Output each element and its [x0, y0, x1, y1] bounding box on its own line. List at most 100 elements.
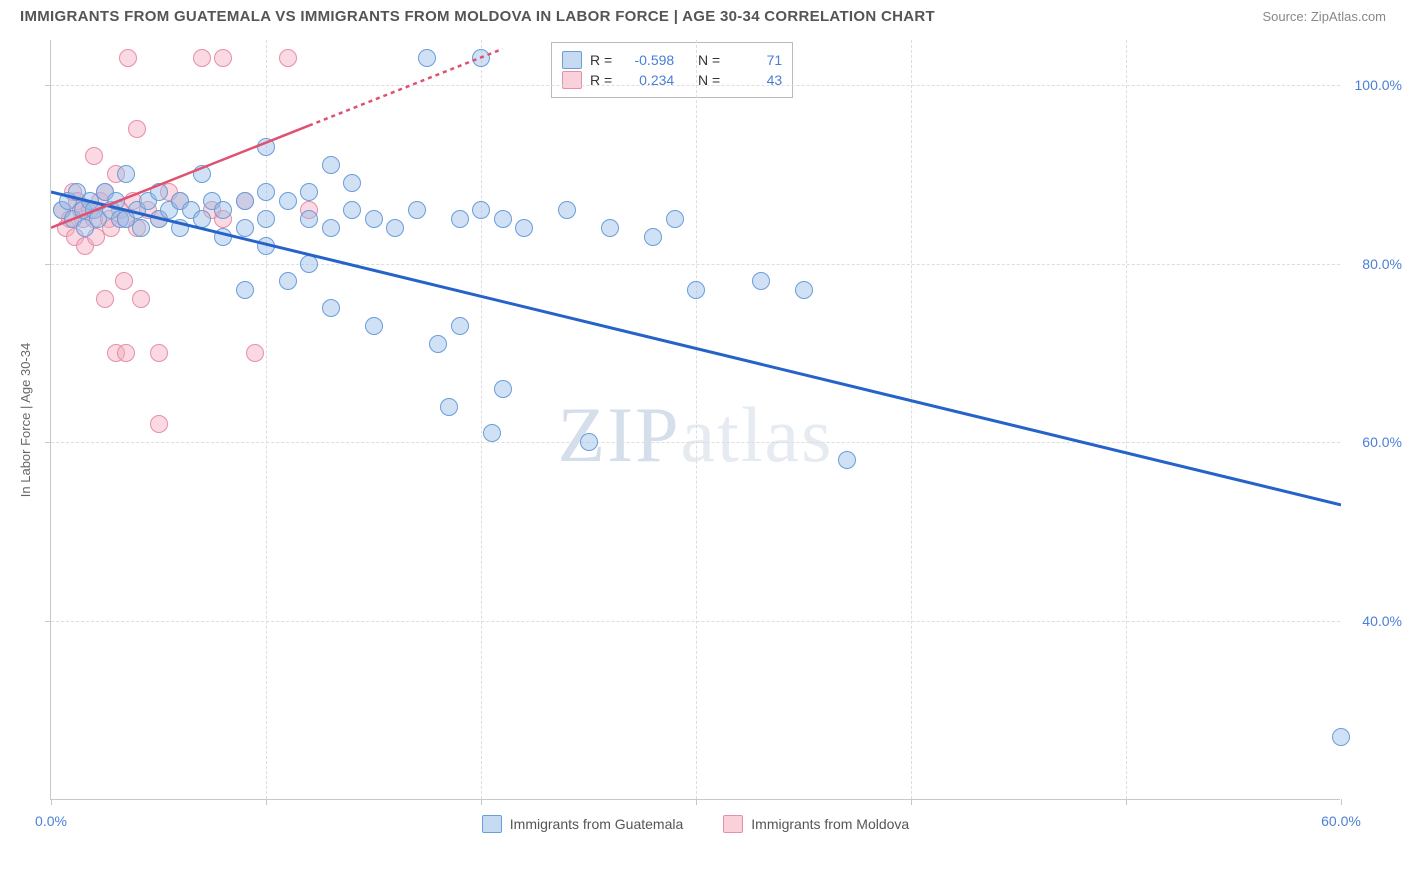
data-point: [257, 237, 275, 255]
data-point: [558, 201, 576, 219]
stat-r-label: R =: [590, 52, 612, 68]
data-point: [365, 317, 383, 335]
y-tick-label: 60.0%: [1362, 434, 1402, 450]
stats-box: R = -0.598 N = 71 R = 0.234 N = 43: [551, 42, 793, 98]
data-point: [1332, 728, 1350, 746]
data-point: [279, 272, 297, 290]
data-point: [132, 219, 150, 237]
stat-n-label: N =: [698, 52, 720, 68]
data-point: [440, 398, 458, 416]
gridline-v: [481, 40, 482, 799]
y-tick-label: 100.0%: [1355, 77, 1402, 93]
swatch-series-b: [562, 71, 582, 89]
legend-label-b: Immigrants from Moldova: [751, 816, 909, 832]
data-point: [279, 192, 297, 210]
data-point: [214, 228, 232, 246]
tick-mark: [696, 799, 697, 805]
tick-mark: [51, 799, 52, 805]
data-point: [115, 272, 133, 290]
legend-item-a: Immigrants from Guatemala: [482, 815, 684, 833]
data-point: [193, 49, 211, 67]
data-point: [257, 183, 275, 201]
stats-row-a: R = -0.598 N = 71: [562, 51, 782, 69]
tick-mark: [45, 264, 51, 265]
tick-mark: [1126, 799, 1127, 805]
data-point: [494, 380, 512, 398]
data-point: [472, 201, 490, 219]
tick-mark: [911, 799, 912, 805]
data-point: [365, 210, 383, 228]
data-point: [429, 335, 447, 353]
y-tick-label: 40.0%: [1362, 613, 1402, 629]
data-point: [171, 219, 189, 237]
data-point: [580, 433, 598, 451]
data-point: [193, 165, 211, 183]
data-point: [752, 272, 770, 290]
data-point: [107, 192, 125, 210]
data-point: [644, 228, 662, 246]
stat-r-value-a: -0.598: [624, 52, 674, 68]
data-point: [117, 165, 135, 183]
stat-n-value-a: 71: [732, 52, 782, 68]
data-point: [132, 290, 150, 308]
data-point: [214, 201, 232, 219]
data-point: [601, 219, 619, 237]
data-point: [322, 219, 340, 237]
swatch-series-b: [723, 815, 743, 833]
chart-title: IMMIGRANTS FROM GUATEMALA VS IMMIGRANTS …: [20, 8, 935, 25]
data-point: [279, 49, 297, 67]
legend-label-a: Immigrants from Guatemala: [510, 816, 684, 832]
data-point: [150, 344, 168, 362]
data-point: [483, 424, 501, 442]
data-point: [494, 210, 512, 228]
x-tick-label: 60.0%: [1321, 813, 1361, 829]
stats-row-b: R = 0.234 N = 43: [562, 71, 782, 89]
data-point: [687, 281, 705, 299]
data-point: [236, 281, 254, 299]
tick-mark: [481, 799, 482, 805]
x-tick-label: 0.0%: [35, 813, 67, 829]
data-point: [96, 290, 114, 308]
data-point: [257, 210, 275, 228]
data-point: [838, 451, 856, 469]
legend-item-b: Immigrants from Moldova: [723, 815, 909, 833]
data-point: [795, 281, 813, 299]
gridline-v: [696, 40, 697, 799]
data-point: [451, 317, 469, 335]
data-point: [300, 210, 318, 228]
data-point: [472, 49, 490, 67]
gridline-v: [911, 40, 912, 799]
data-point: [343, 201, 361, 219]
data-point: [257, 138, 275, 156]
data-point: [515, 219, 533, 237]
data-point: [150, 415, 168, 433]
tick-mark: [45, 621, 51, 622]
data-point: [322, 299, 340, 317]
y-axis-label: In Labor Force | Age 30-34: [18, 343, 33, 497]
data-point: [85, 147, 103, 165]
data-point: [418, 49, 436, 67]
data-point: [666, 210, 684, 228]
tick-mark: [45, 442, 51, 443]
scatter-plot: ZIPatlas R = -0.598 N = 71 R = 0.234 N =…: [50, 40, 1340, 800]
tick-mark: [45, 85, 51, 86]
source-label: Source: ZipAtlas.com: [1262, 9, 1386, 24]
gridline-v: [1126, 40, 1127, 799]
data-point: [193, 210, 211, 228]
data-point: [408, 201, 426, 219]
data-point: [300, 183, 318, 201]
data-point: [128, 120, 146, 138]
data-point: [117, 344, 135, 362]
tick-mark: [266, 799, 267, 805]
swatch-series-a: [562, 51, 582, 69]
data-point: [451, 210, 469, 228]
data-point: [150, 183, 168, 201]
data-point: [236, 192, 254, 210]
data-point: [322, 156, 340, 174]
data-point: [246, 344, 264, 362]
data-point: [300, 255, 318, 273]
data-point: [386, 219, 404, 237]
y-tick-label: 80.0%: [1362, 256, 1402, 272]
data-point: [214, 49, 232, 67]
data-point: [343, 174, 361, 192]
